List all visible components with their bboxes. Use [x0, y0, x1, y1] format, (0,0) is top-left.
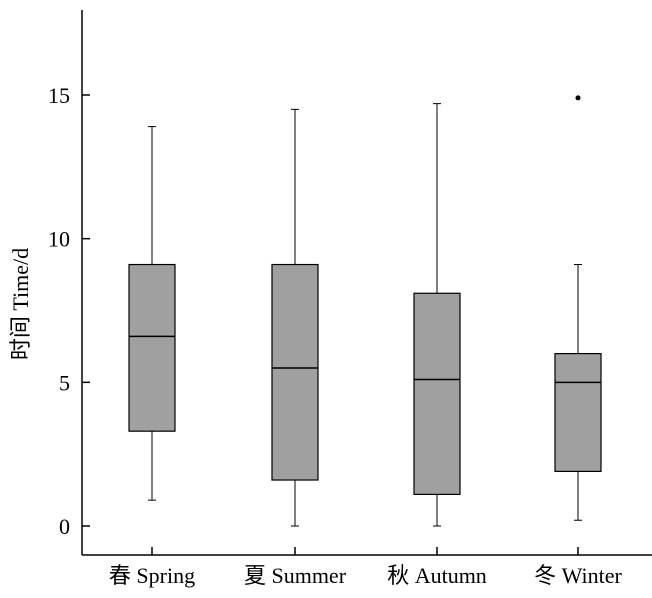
x-tick-label: 秋 Autumn [387, 563, 487, 588]
iqr-box [128, 263, 176, 432]
y-tick-label: 10 [48, 227, 70, 252]
iqr-box [413, 292, 461, 495]
iqr-box [554, 353, 602, 473]
plot-area: 0 5 10 15 春 Spring 夏 Summer 秋 Autumn 冬 Winter [48, 10, 652, 588]
outlier-point [575, 95, 581, 101]
iqr-box [271, 263, 319, 481]
y-tick-label: 5 [59, 370, 70, 395]
x-tick-label: 冬 Winter [534, 563, 622, 588]
x-tick-label: 春 Spring [109, 563, 195, 588]
y-axis-title: 时间 Time/d [8, 248, 33, 360]
y-tick-label: 15 [48, 83, 70, 108]
y-tick-label: 0 [59, 514, 70, 539]
x-tick-label: 夏 Summer [244, 563, 347, 588]
